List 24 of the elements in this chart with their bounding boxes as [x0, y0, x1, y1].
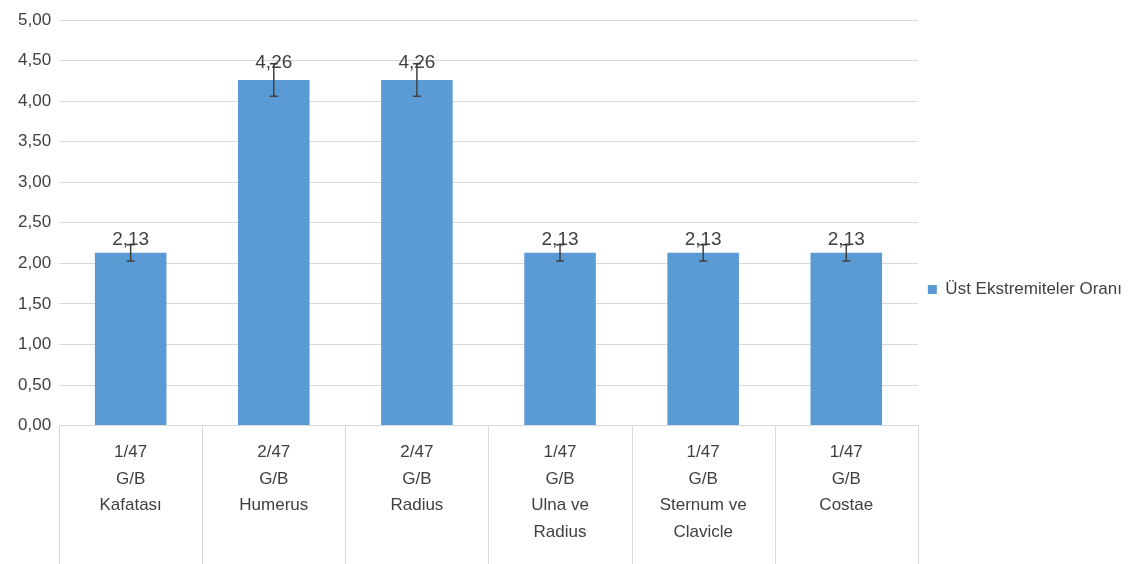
data-label: 2,13: [541, 227, 579, 249]
y-tick-label: 3,00: [17, 171, 52, 191]
x-tick-label: 1/47 G/B Ulna ve Radius: [531, 442, 589, 541]
x-tick-label: 1/47 G/B Kafatası: [99, 442, 162, 515]
data-label: 2,13: [684, 227, 722, 249]
data-label: 4,26: [255, 50, 293, 72]
y-tick-label: 0,00: [17, 415, 52, 435]
x-tick-label: 2/47 G/B Radius: [390, 442, 444, 515]
y-tick-label: 1,00: [17, 334, 52, 354]
y-tick-label: 4,50: [17, 50, 52, 70]
y-tick-label: 5,00: [17, 9, 52, 29]
y-tick-label: 2,00: [17, 253, 52, 273]
y-tick-label: 2,50: [17, 212, 52, 232]
data-label: 2,13: [827, 227, 865, 249]
y-tick-label: 3,50: [17, 131, 52, 151]
y-tick-label: 1,50: [17, 293, 52, 313]
x-tick-label: 2/47 G/B Humerus: [239, 442, 309, 515]
legend-label: Üst Ekstremiteler Oranı: [945, 279, 1123, 299]
x-tick-label: 1/47 G/B Costae: [819, 442, 874, 515]
y-tick-label: 4,00: [17, 90, 52, 110]
data-label: 4,26: [398, 50, 436, 72]
x-tick-label: 1/47 G/B Sternum ve Clavicle: [659, 442, 747, 541]
y-tick-label: 0,50: [17, 374, 52, 394]
data-label: 2,13: [112, 227, 150, 249]
